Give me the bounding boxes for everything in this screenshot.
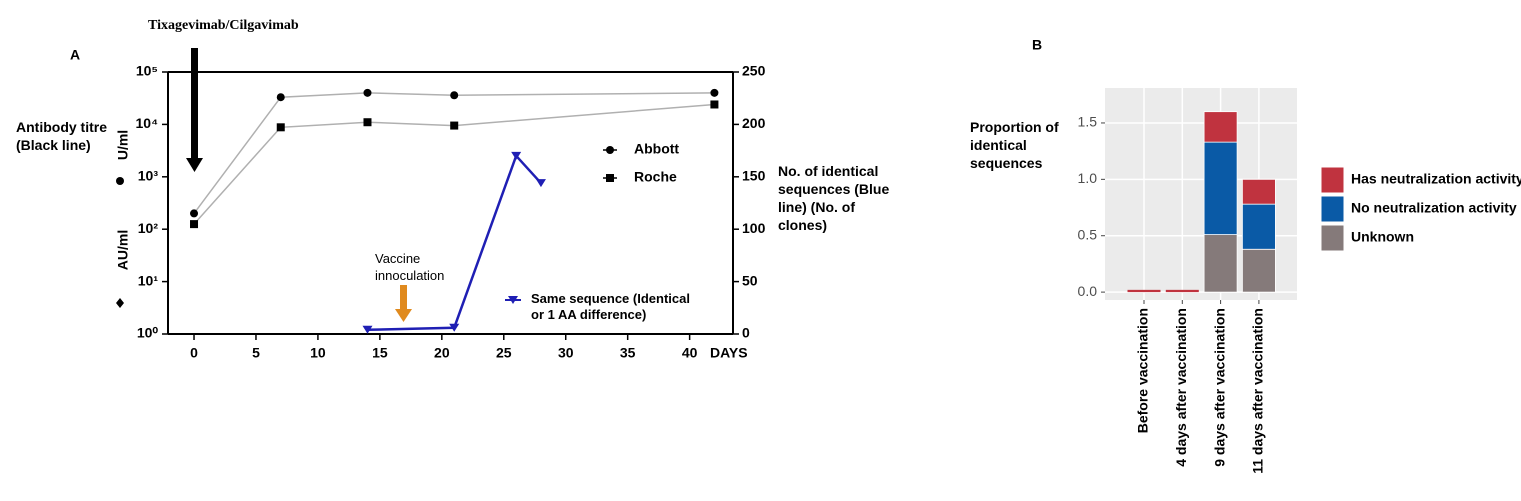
legend-box: Same sequence (Identical or 1 AA differe…: [531, 291, 690, 322]
point: [276, 93, 285, 102]
y-tick-label: 10²: [138, 220, 159, 236]
y-tick-label: 10³: [138, 168, 159, 184]
y2-tick-label: 0: [742, 325, 750, 341]
point: [363, 88, 372, 97]
y-axis-label: Proportion of identical sequences: [970, 119, 1059, 171]
bar-segment: [1127, 289, 1161, 293]
x-tick-label: 35: [620, 345, 636, 361]
y2-tick-label: 50: [742, 272, 758, 288]
bar-segment: [1242, 178, 1276, 205]
x-tick-label: 10: [310, 345, 326, 361]
drug-arrow-head: [186, 158, 203, 172]
side-label: Antibody titre (Black line): [16, 119, 107, 153]
x-tick-label: 15: [372, 345, 388, 361]
point: [363, 118, 372, 127]
legend-label: Has neutralization activity: [1351, 171, 1521, 187]
point: [511, 151, 522, 160]
unit-marker: [116, 298, 124, 308]
y-axis-label: U/ml: [115, 130, 131, 160]
point: [276, 123, 285, 132]
unit-marker: [116, 177, 124, 185]
y2-tick-label: 250: [742, 63, 766, 79]
legend-label: No neutralization activity: [1351, 200, 1517, 216]
y2-tick-label: 150: [742, 168, 766, 184]
x-tick-label: 30: [558, 345, 574, 361]
bar-segment: [1242, 248, 1276, 293]
point: [190, 209, 199, 218]
x-tick-label: 0: [190, 345, 198, 361]
drug-arrow: [191, 48, 198, 158]
point: [362, 325, 373, 334]
annotation: Vaccine innoculation: [375, 251, 445, 283]
panel-label: B: [1032, 37, 1042, 53]
x-tick-label: 4 days after vaccination: [1173, 308, 1189, 467]
x-tick-label: 20: [434, 345, 450, 361]
y2-tick-label: 200: [742, 115, 766, 131]
bar-segment: [1165, 289, 1199, 293]
legend-label: Abbott: [634, 141, 679, 157]
y-tick-label: 0.5: [1078, 226, 1098, 242]
y-tick-label: 10¹: [138, 272, 159, 288]
y2-axis-label: No. of identical sequences (Blue line) (…: [778, 163, 890, 233]
point: [606, 174, 614, 182]
bar-segment: [1242, 203, 1276, 250]
y-tick-label: 10⁵: [136, 63, 158, 79]
legend-swatch: [1320, 195, 1345, 223]
vaccine-arrow: [400, 285, 407, 309]
legend-label: Unknown: [1351, 229, 1414, 245]
x-axis-label: DAYS: [710, 345, 748, 361]
bar-segment: [1203, 234, 1238, 293]
point: [449, 323, 460, 332]
x-tick-label: 25: [496, 345, 512, 361]
x-tick-label: 11 days after vaccination: [1250, 308, 1266, 474]
point: [190, 220, 199, 229]
x-tick-label: Before vaccination: [1135, 308, 1151, 433]
point: [710, 88, 719, 97]
point: [450, 121, 459, 130]
y-tick-label: 10⁰: [137, 325, 159, 341]
bar-segment: [1203, 141, 1238, 235]
panel-label: A: [70, 47, 80, 63]
legend-swatch: [1320, 224, 1345, 252]
y-tick-label: 1.5: [1078, 114, 1098, 130]
bar-segment: [1203, 111, 1238, 143]
legend-label: Same sequence (Identical or 1 AA differe…: [531, 291, 690, 322]
x-tick-label: 5: [252, 345, 260, 361]
point: [710, 100, 719, 109]
point: [535, 179, 546, 188]
x-tick-label: 9 days after vaccination: [1211, 308, 1227, 467]
point: [508, 296, 518, 304]
chart-title: Tixagevimab/Cilgavimab: [148, 18, 299, 33]
legend-label: Roche: [634, 169, 677, 185]
x-tick-label: 40: [682, 345, 698, 361]
y2-tick-label: 100: [742, 220, 766, 236]
y-tick-label: 10⁴: [136, 115, 159, 131]
y-tick-label: 0.0: [1078, 283, 1098, 299]
y-tick-label: 1.0: [1078, 170, 1098, 186]
vaccine-arrow-head: [395, 309, 412, 322]
series-line: [367, 153, 542, 332]
point: [606, 146, 614, 154]
point: [450, 91, 459, 100]
legend-swatch: [1320, 166, 1345, 194]
y-axis-label: AU/ml: [115, 230, 131, 270]
